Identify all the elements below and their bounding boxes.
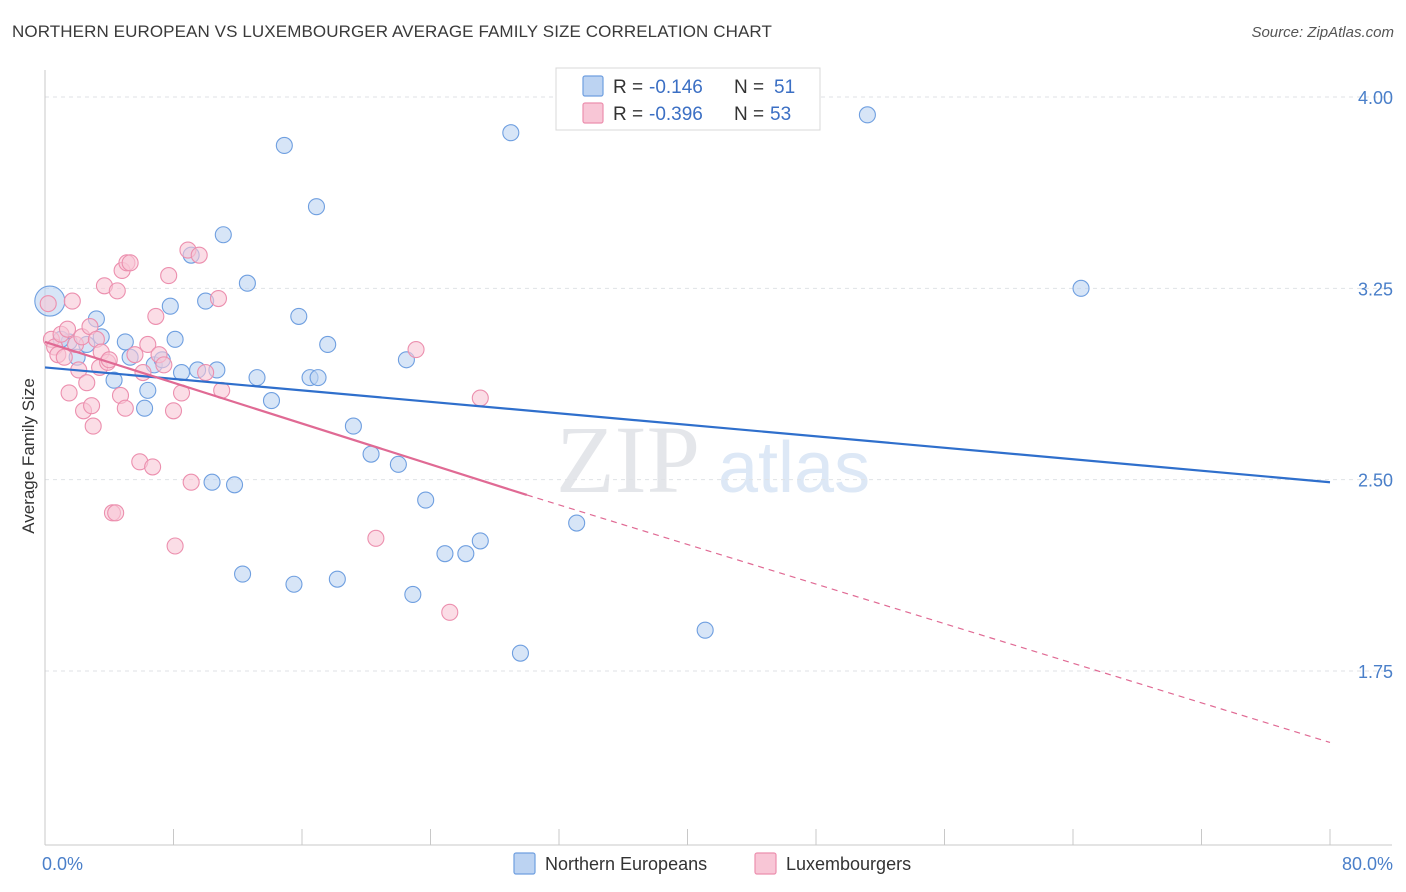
point-northern-europeans-32 — [362, 445, 380, 463]
stats-r-label-2: R = — [613, 104, 643, 125]
point-northern-europeans-36 — [417, 491, 435, 509]
data-points — [34, 106, 1090, 662]
point-northern-europeans-38 — [457, 545, 475, 563]
point-northern-europeans-37 — [436, 545, 454, 563]
point-northern-europeans-33 — [389, 455, 407, 473]
legend-swatch-luxembourgers — [754, 852, 777, 875]
point-luxembourgers-5 — [55, 348, 73, 366]
point-northern-europeans-30 — [328, 570, 346, 588]
y-tick-label-2: 2.50 — [1358, 471, 1393, 491]
point-northern-europeans-29 — [319, 335, 337, 354]
point-luxembourgers-0 — [39, 295, 57, 313]
axes — [44, 70, 1392, 846]
point-luxembourgers-50 — [407, 341, 425, 359]
point-luxembourgers-28 — [116, 399, 134, 417]
point-luxembourgers-7 — [60, 384, 78, 402]
point-northern-europeans-31 — [344, 417, 362, 435]
trend-lines — [44, 340, 1331, 744]
point-luxembourgers-30 — [121, 254, 139, 272]
trend-line-northern-europeans — [44, 366, 1331, 484]
point-luxembourgers-24 — [107, 504, 125, 522]
stats-box: R = -0.146 N = 51 R = -0.396 N = 53 — [555, 67, 821, 131]
legend-label-northern-europeans: Northern Europeans — [545, 854, 707, 874]
point-northern-europeans-5 — [116, 333, 134, 351]
stats-swatch-northern-europeans — [582, 75, 604, 97]
point-luxembourgers-6 — [58, 320, 77, 338]
x-tick-label-0: 0.0% — [42, 854, 83, 874]
point-northern-europeans-43 — [696, 621, 714, 639]
point-northern-europeans-22 — [248, 369, 266, 387]
point-luxembourgers-41 — [166, 537, 184, 555]
point-northern-europeans-12 — [166, 330, 184, 348]
point-luxembourgers-35 — [144, 458, 162, 476]
point-northern-europeans-39 — [471, 532, 489, 550]
point-northern-europeans-16 — [203, 473, 221, 491]
y-tick-label-3: 1.75 — [1358, 662, 1393, 682]
point-luxembourgers-31 — [126, 346, 144, 364]
point-luxembourgers-44 — [182, 473, 200, 491]
stats-r-value-2: -0.396 — [649, 104, 703, 125]
point-luxembourgers-13 — [78, 374, 96, 392]
point-luxembourgers-40 — [164, 402, 183, 420]
point-luxembourgers-8 — [63, 292, 81, 310]
stats-r-value-1: -0.146 — [649, 77, 703, 98]
y-axis-title: Average Family Size — [19, 378, 38, 534]
point-luxembourgers-49 — [367, 529, 385, 547]
point-northern-europeans-7 — [136, 399, 154, 417]
point-northern-europeans-8 — [139, 381, 157, 399]
point-northern-europeans-41 — [511, 644, 530, 662]
point-luxembourgers-16 — [84, 417, 102, 435]
x-tick-labels: 0.0% 80.0% — [42, 854, 1393, 874]
point-northern-europeans-21 — [238, 274, 256, 292]
point-northern-europeans-44 — [858, 106, 876, 124]
point-northern-europeans-25 — [285, 575, 303, 593]
point-luxembourgers-45 — [190, 246, 208, 264]
point-luxembourgers-52 — [471, 389, 489, 407]
stats-swatch-luxembourgers — [582, 102, 604, 124]
chart-title: NORTHERN EUROPEAN VS LUXEMBOURGER AVERAG… — [12, 22, 772, 41]
trend-extension-luxembourgers — [526, 494, 1331, 744]
gridlines — [45, 96, 1392, 672]
stats-n-label-1: N = — [734, 77, 764, 98]
point-northern-europeans-35 — [404, 585, 422, 604]
stats-r-label-1: R = — [613, 77, 643, 98]
point-northern-europeans-42 — [568, 514, 586, 532]
point-luxembourgers-46 — [197, 363, 215, 382]
legend-label-luxembourgers: Luxembourgers — [786, 854, 911, 874]
point-northern-europeans-11 — [161, 297, 179, 315]
point-northern-europeans-19 — [225, 476, 244, 494]
legend: Northern Europeans Luxembourgers — [513, 852, 911, 875]
chart-source: Source: ZipAtlas.com — [1251, 24, 1394, 41]
y-tick-label-0: 4.00 — [1358, 88, 1393, 108]
stats-n-value-1: 51 — [774, 77, 795, 98]
y-tick-labels: 4.00 3.25 2.50 1.75 — [1358, 88, 1393, 682]
point-northern-europeans-28 — [307, 198, 326, 216]
trend-line-luxembourgers — [44, 340, 528, 497]
point-luxembourgers-38 — [155, 356, 173, 374]
point-luxembourgers-25 — [108, 282, 126, 300]
point-northern-europeans-23 — [262, 392, 281, 410]
point-northern-europeans-24 — [275, 136, 293, 155]
stats-n-value-2: 53 — [770, 104, 791, 125]
watermark-atlas: atlas — [718, 428, 870, 508]
point-northern-europeans-45 — [1072, 279, 1090, 297]
stats-n-label-2: N = — [734, 104, 764, 125]
watermark-zip: ZIP — [556, 406, 700, 513]
point-northern-europeans-26 — [290, 307, 308, 325]
point-northern-europeans-48 — [105, 371, 123, 389]
point-northern-europeans-20 — [234, 565, 252, 583]
point-luxembourgers-34 — [139, 335, 157, 354]
point-northern-europeans-18 — [214, 226, 232, 244]
point-luxembourgers-15 — [83, 397, 101, 415]
point-luxembourgers-51 — [441, 603, 459, 621]
point-northern-europeans-40 — [502, 124, 520, 142]
point-luxembourgers-39 — [160, 267, 178, 285]
point-northern-europeans-50 — [309, 369, 327, 387]
x-tick-label-1: 80.0% — [1342, 854, 1393, 874]
point-luxembourgers-36 — [147, 307, 165, 325]
point-luxembourgers-47 — [209, 289, 228, 308]
legend-swatch-northern-europeans — [513, 852, 536, 875]
y-tick-label-1: 3.25 — [1358, 279, 1393, 299]
